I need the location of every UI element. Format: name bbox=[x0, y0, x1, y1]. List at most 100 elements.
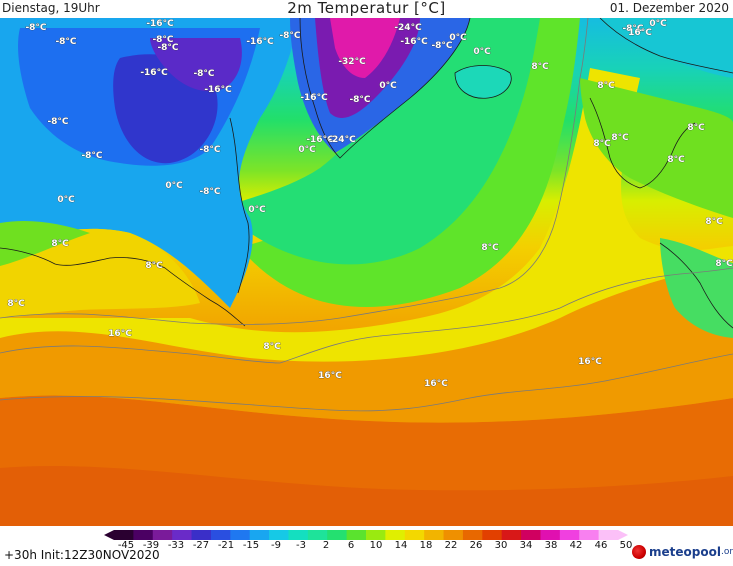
colorbar-swatch bbox=[598, 530, 619, 540]
us-east-land bbox=[0, 228, 200, 318]
temperature-label: -16°C bbox=[400, 37, 428, 47]
colorbar-right-tip bbox=[618, 530, 628, 540]
colorbar-swatch bbox=[152, 530, 173, 540]
colorbar-tick-label: 26 bbox=[469, 540, 483, 551]
colorbar-swatch bbox=[172, 530, 193, 540]
colorbar-tick-label: 38 bbox=[544, 540, 558, 551]
colorbar-swatch bbox=[288, 530, 309, 540]
colorbar-swatch bbox=[424, 530, 445, 540]
colorbar-tick-label: 14 bbox=[394, 540, 408, 551]
temperature-label: -8°C bbox=[193, 69, 214, 79]
map-title: 2m Temperatur [°C] bbox=[287, 0, 446, 17]
meteopool-logo[interactable]: meteopool .org bbox=[632, 545, 733, 559]
colorbar-tick-label: -9 bbox=[271, 540, 281, 551]
greenland-peak bbox=[330, 18, 400, 78]
temperature-label: 16°C bbox=[108, 329, 132, 339]
colorbar-tick-label: -21 bbox=[217, 540, 235, 551]
colorbar-tick-label: 18 bbox=[419, 540, 433, 551]
temperature-label: 8°C bbox=[263, 342, 281, 352]
color-scale-ticks: -45 -39 -33 -27 -21 -15 -9 -3 2 6 10 14 18 22 26 30 34 38… bbox=[104, 540, 633, 554]
temperature-label: 8°C bbox=[145, 261, 163, 271]
colorbar-swatch bbox=[579, 530, 600, 540]
colorbar-swatch bbox=[346, 530, 367, 540]
temperature-labels: -8°C-8°C-16°C-8°C-8°C-16°C-8°C-24°C-16°C… bbox=[7, 19, 733, 390]
temperature-label: -8°C bbox=[55, 37, 76, 47]
scandinavia bbox=[600, 18, 733, 78]
temperature-label: -8°C bbox=[349, 95, 370, 105]
forecast-time-label: Dienstag, 19Uhr bbox=[2, 1, 100, 15]
temperature-label: -16°C bbox=[140, 68, 168, 78]
temperature-label: 8°C bbox=[597, 81, 615, 91]
temperature-label: 16°C bbox=[318, 371, 342, 381]
temperature-label: -8°C bbox=[25, 23, 46, 33]
colorbar-swatch bbox=[327, 530, 348, 540]
colorbar-swatch bbox=[210, 530, 231, 540]
colorbar-swatch bbox=[540, 530, 561, 540]
forecast-date-label: 01. Dezember 2020 bbox=[609, 1, 729, 15]
iceland bbox=[455, 65, 512, 99]
temperature-label: -16°C bbox=[204, 85, 232, 95]
temperature-label: 0°C bbox=[165, 181, 183, 191]
canada-arctic bbox=[150, 38, 242, 92]
temperature-label: -24°C bbox=[328, 135, 356, 145]
temperature-label: -8°C bbox=[199, 145, 220, 155]
colorbar-tick-label: -27 bbox=[192, 540, 210, 551]
temperature-label: 8°C bbox=[7, 299, 25, 309]
colorbar-tick-label: 10 bbox=[369, 540, 383, 551]
colorbar-swatch bbox=[443, 530, 464, 540]
colorbar-swatch bbox=[114, 530, 134, 540]
iberia bbox=[660, 238, 733, 338]
temperature-label: 8°C bbox=[531, 62, 549, 72]
colorbar-swatch bbox=[385, 530, 406, 540]
temperature-label: -32°C bbox=[338, 57, 366, 67]
europe-ne-land bbox=[580, 78, 733, 218]
temperature-label: -16°C bbox=[306, 135, 334, 145]
temperature-label: -8°C bbox=[81, 151, 102, 161]
colorbar-swatch bbox=[559, 530, 580, 540]
temperature-label: 8°C bbox=[593, 139, 611, 149]
colorbar-tick-label: 6 bbox=[347, 540, 355, 551]
mid-zone bbox=[0, 263, 733, 423]
colorbar-left-tip bbox=[104, 530, 114, 540]
colorbar-swatch bbox=[521, 530, 541, 540]
isotherms bbox=[0, 18, 733, 412]
colorbar-swatch bbox=[230, 530, 251, 540]
temperature-label: 0°C bbox=[449, 33, 467, 43]
color-scale-bar bbox=[104, 530, 628, 540]
temperature-label: 8°C bbox=[481, 243, 499, 253]
colorbar-tick-label: -15 bbox=[242, 540, 260, 551]
temperature-label: -8°C bbox=[47, 117, 68, 127]
colorbar-swatch bbox=[501, 530, 522, 540]
temperature-map[interactable]: -8°C-8°C-16°C-8°C-8°C-16°C-8°C-24°C-16°C… bbox=[0, 18, 733, 526]
temperature-label: -16°C bbox=[246, 37, 274, 47]
temperature-label: -8°C bbox=[157, 43, 178, 53]
colorbar-tick-label: 46 bbox=[594, 540, 608, 551]
logo-brand-text: meteopool bbox=[649, 545, 721, 559]
temperature-label: 16°C bbox=[424, 379, 448, 389]
colorbar-swatch bbox=[462, 530, 483, 540]
temperature-label: -8°C bbox=[279, 31, 300, 41]
colorbar-swatch bbox=[482, 530, 503, 540]
colorbar-tick-label: -45 bbox=[117, 540, 135, 551]
hot-zone bbox=[0, 465, 733, 526]
temperature-label: -16°C bbox=[146, 19, 174, 29]
model-init-label: +30h Init:12Z30NOV2020 bbox=[4, 548, 160, 562]
us-east-green bbox=[0, 221, 90, 266]
temperature-label: -16°C bbox=[300, 93, 328, 103]
yellow-tongue bbox=[0, 68, 733, 362]
temperature-label: 0°C bbox=[248, 205, 266, 215]
temperature-label: 0°C bbox=[473, 47, 491, 57]
temperature-label: -8°C bbox=[152, 35, 173, 45]
temperature-label: 0°C bbox=[57, 195, 75, 205]
colorbar-swatch bbox=[191, 530, 212, 540]
logo-globe-icon bbox=[632, 545, 646, 559]
colorbar-tick-label: 30 bbox=[494, 540, 508, 551]
temperature-label: 16°C bbox=[578, 357, 602, 367]
colorbar-tick-label: 42 bbox=[569, 540, 583, 551]
colorbar-tick-label: 22 bbox=[444, 540, 458, 551]
colorbar-swatch bbox=[307, 530, 328, 540]
colorbar-swatch bbox=[269, 530, 289, 540]
temperature-label: -8°C bbox=[431, 41, 452, 51]
colorbar-tick-label: 34 bbox=[519, 540, 533, 551]
